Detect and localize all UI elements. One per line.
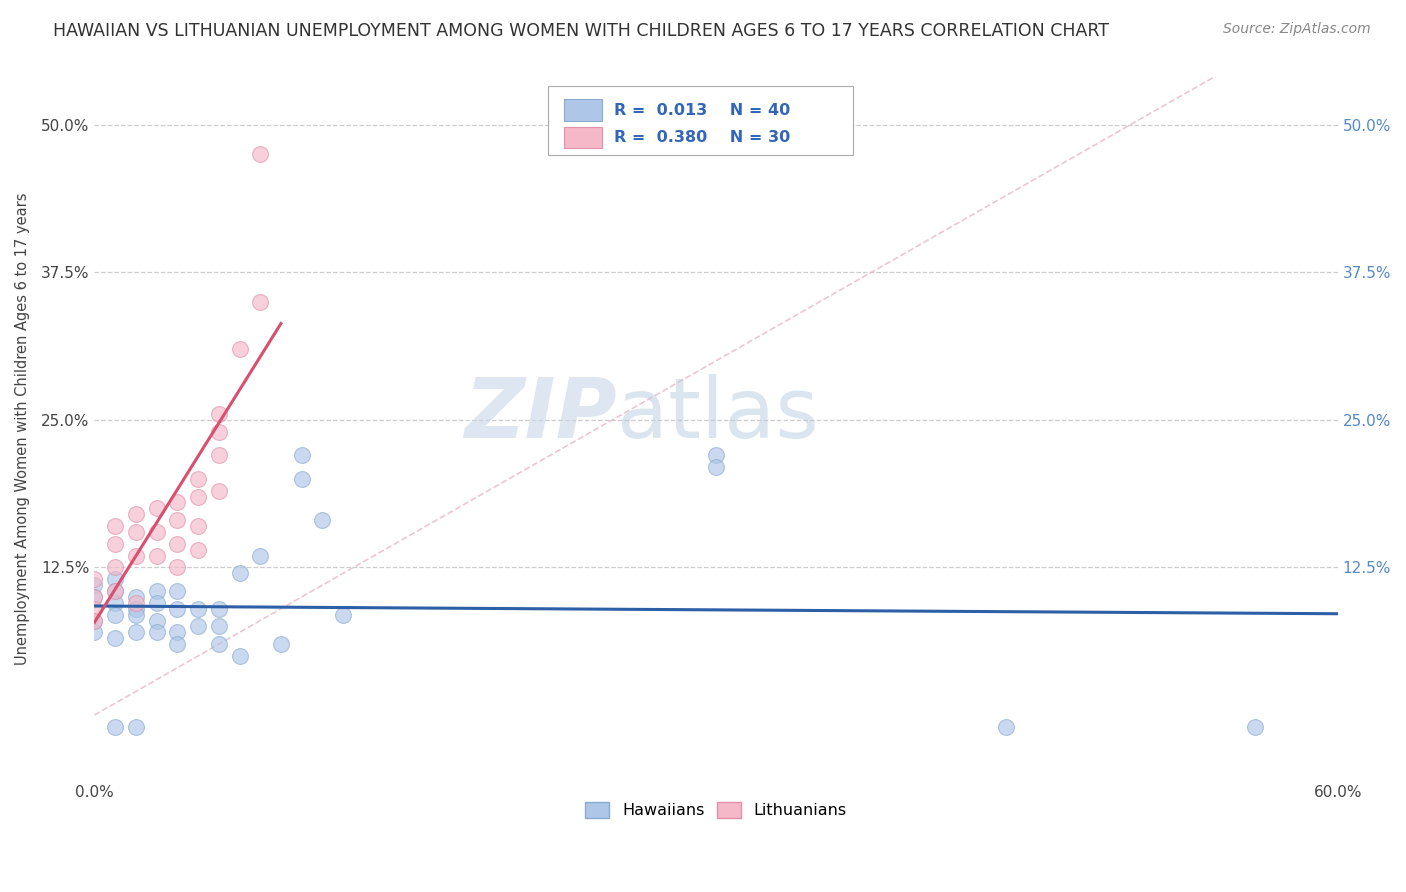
Point [249,549,271,563]
Point [166,495,188,509]
Point [208,637,231,651]
Point [83,590,105,604]
Point [208,601,231,615]
Text: Source: ZipAtlas.com: Source: ZipAtlas.com [1223,22,1371,37]
Point [145,584,167,599]
Point [83,625,105,640]
Point [187,601,209,615]
Point [104,584,127,599]
Point [145,614,167,628]
Point [104,720,127,734]
Text: R =  0.013    N = 40: R = 0.013 N = 40 [614,103,790,118]
Point [104,632,127,646]
Point [125,607,148,622]
Point [145,549,167,563]
Point [208,448,231,462]
Point [83,578,105,592]
Point [249,147,271,161]
Point [208,425,231,439]
Point [145,524,167,539]
Point [228,342,250,356]
Point [104,560,127,574]
Point [125,590,148,604]
Point [83,590,105,604]
Point [187,619,209,633]
Point [145,501,167,516]
Point [332,607,354,622]
Point [311,513,333,527]
Point [704,460,727,475]
Point [166,513,188,527]
Point [83,601,105,615]
FancyBboxPatch shape [564,100,602,120]
Point [208,619,231,633]
Point [83,614,105,628]
Point [145,596,167,610]
Point [249,294,271,309]
Point [104,572,127,586]
Point [125,524,148,539]
Point [125,549,148,563]
Point [104,519,127,533]
Point [187,519,209,533]
Point [187,490,209,504]
Point [228,566,250,581]
Point [270,637,292,651]
Point [166,537,188,551]
Point [125,720,148,734]
Legend: Hawaiians, Lithuanians: Hawaiians, Lithuanians [579,796,853,825]
Text: atlas: atlas [617,374,818,455]
Point [166,560,188,574]
Text: HAWAIIAN VS LITHUANIAN UNEMPLOYMENT AMONG WOMEN WITH CHILDREN AGES 6 TO 17 YEARS: HAWAIIAN VS LITHUANIAN UNEMPLOYMENT AMON… [53,22,1109,40]
Point [995,720,1018,734]
Point [187,472,209,486]
Point [187,542,209,557]
Point [104,584,127,599]
FancyBboxPatch shape [564,128,602,148]
Point [228,648,250,663]
Point [125,596,148,610]
Point [208,483,231,498]
Point [145,625,167,640]
Y-axis label: Unemployment Among Women with Children Ages 6 to 17 years: Unemployment Among Women with Children A… [15,193,30,665]
Point [104,537,127,551]
Point [166,637,188,651]
Point [704,448,727,462]
Point [104,596,127,610]
Text: ZIP: ZIP [464,374,617,455]
Point [104,607,127,622]
Point [83,614,105,628]
Text: R =  0.380    N = 30: R = 0.380 N = 30 [614,130,790,145]
Point [166,584,188,599]
Point [291,472,314,486]
Point [166,625,188,640]
Point [166,601,188,615]
Point [125,625,148,640]
Point [291,448,314,462]
Point [125,601,148,615]
Point [1243,720,1265,734]
Point [208,407,231,421]
FancyBboxPatch shape [548,86,853,154]
Point [125,508,148,522]
Point [83,572,105,586]
